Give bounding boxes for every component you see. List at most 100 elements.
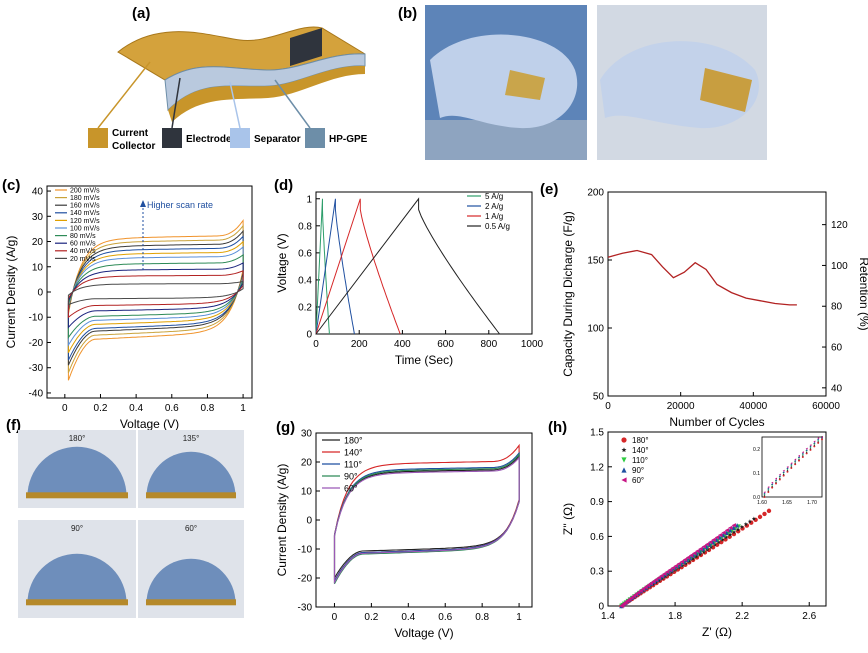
y-tick-label: 0 — [37, 288, 43, 299]
protractor — [27, 446, 127, 497]
y-tick-label: 1 — [306, 194, 312, 205]
point — [786, 470, 789, 473]
point — [739, 524, 744, 529]
legend-label: 60° — [632, 476, 644, 485]
legend-label: Current — [112, 128, 149, 139]
x-tick-label: 800 — [480, 339, 497, 350]
point — [751, 516, 756, 521]
y-tick-label: -10 — [29, 313, 44, 324]
point — [757, 514, 763, 520]
point — [809, 448, 812, 451]
flexed-device-photo-1 — [425, 5, 587, 160]
point — [767, 486, 770, 489]
x-tick-label: 0 — [605, 401, 611, 412]
point — [633, 592, 639, 597]
x-tick-label: 0.2 — [94, 403, 108, 414]
panel-h: (h) 1.4 1.8 2.2 2.6 0 0.3 0.6 0.9 1.2 1.5 Z' (Ω) Z'… — [548, 419, 827, 639]
point — [786, 469, 789, 472]
panel-b: (b) — [398, 5, 767, 160]
legend-label: 200 mV/s — [70, 187, 100, 194]
panel-g: (g) 0 0.2 0.4 0.6 0.8 1 -30 -20 -10 0 10 20 30 Voltag… — [275, 419, 533, 640]
x-tick-label: 20000 — [667, 401, 695, 412]
angle-label: 180° — [69, 434, 86, 443]
protractor — [146, 451, 236, 497]
legend-label: Separator — [254, 134, 301, 145]
point — [724, 535, 729, 540]
point — [794, 463, 797, 466]
gcd-curve-1Ag — [315, 198, 401, 335]
point — [621, 457, 627, 463]
x-tick-label: 400 — [394, 339, 411, 350]
legend-label: 180° — [344, 436, 363, 446]
point — [790, 465, 793, 468]
inset-x-tick: 1.70 — [807, 500, 817, 506]
legend-label: 110° — [344, 460, 362, 470]
y-tick-label: 50 — [593, 392, 605, 403]
plot-frame — [315, 191, 533, 335]
point — [651, 579, 656, 584]
cv-curve-40mVs — [67, 270, 244, 319]
device-strip — [146, 492, 236, 499]
point — [682, 557, 688, 562]
point — [775, 477, 777, 480]
y-axis-title: Voltage (V) — [275, 233, 289, 292]
point — [801, 451, 804, 454]
inset-x-tick: 1.60 — [757, 500, 767, 506]
point — [813, 441, 816, 444]
legend-label: 20 mV/s — [70, 256, 96, 263]
point — [794, 459, 797, 462]
inset-y-tick: 0.1 — [753, 471, 760, 477]
panel-d: (d) 0 200 400 600 800 1000 0 0.2 0.4 0.6 0.8 1 Time … — [274, 177, 544, 367]
inset-x-tick: 1.65 — [782, 500, 792, 506]
point — [767, 487, 770, 490]
angle-label: 60° — [185, 524, 197, 533]
y-tick-label: 100 — [587, 324, 604, 335]
y-tick-label: 150 — [587, 256, 604, 267]
point — [692, 551, 697, 556]
y-tick-label: 200 — [587, 188, 604, 199]
x-tick-label: 1.8 — [668, 611, 682, 622]
x-tick-label: 0.8 — [200, 403, 214, 414]
cv-curve-60° — [333, 456, 520, 585]
y-tick-label: 0.6 — [590, 532, 604, 543]
point — [790, 463, 793, 466]
legend-label: 40 mV/s — [70, 248, 96, 255]
inset-y-tick: 0.2 — [753, 447, 760, 453]
point — [798, 456, 800, 459]
panel-f: (f) 180° 135° 90° 60° — [6, 417, 244, 618]
inset-plot: 1.60 1.65 1.70 0.0 0.1 0.2 — [753, 436, 823, 506]
point — [805, 448, 808, 451]
current-collector-bottom — [168, 65, 365, 122]
arrow-head — [140, 200, 146, 207]
y-axis-title: Current Density (A/g) — [275, 464, 289, 577]
gcd-curve-2Ag — [315, 198, 355, 335]
point — [782, 473, 785, 476]
point — [778, 477, 781, 480]
point — [714, 535, 720, 540]
x-axis-title: Time (Sec) — [395, 353, 453, 367]
y-tick-label: 20 — [301, 458, 313, 469]
legend-label: 1 A/g — [485, 212, 503, 221]
cv-curve-140° — [333, 443, 520, 583]
device-strip — [146, 599, 236, 606]
point — [775, 478, 777, 481]
x-tick-label: 0 — [62, 403, 68, 414]
point — [653, 577, 659, 582]
point — [701, 544, 707, 549]
legend-label: 100 mV/s — [70, 225, 100, 232]
point — [721, 530, 726, 535]
point — [821, 436, 823, 438]
angle-label: 90° — [71, 524, 83, 533]
point — [688, 553, 694, 558]
point — [724, 528, 730, 533]
legend-swatch-hp-gpe — [305, 128, 325, 148]
y-tick-label: 0.2 — [298, 302, 312, 313]
point — [778, 473, 781, 476]
legend-swatch-current-collector — [88, 128, 108, 148]
legend-label: 2 A/g — [485, 202, 503, 211]
point — [645, 583, 651, 588]
angle-label: 135° — [183, 434, 200, 443]
x-tick-label: 0.6 — [165, 403, 179, 414]
y-axis-title: Z'' (Ω) — [561, 503, 575, 535]
y-tick-label: 0.6 — [298, 248, 312, 259]
